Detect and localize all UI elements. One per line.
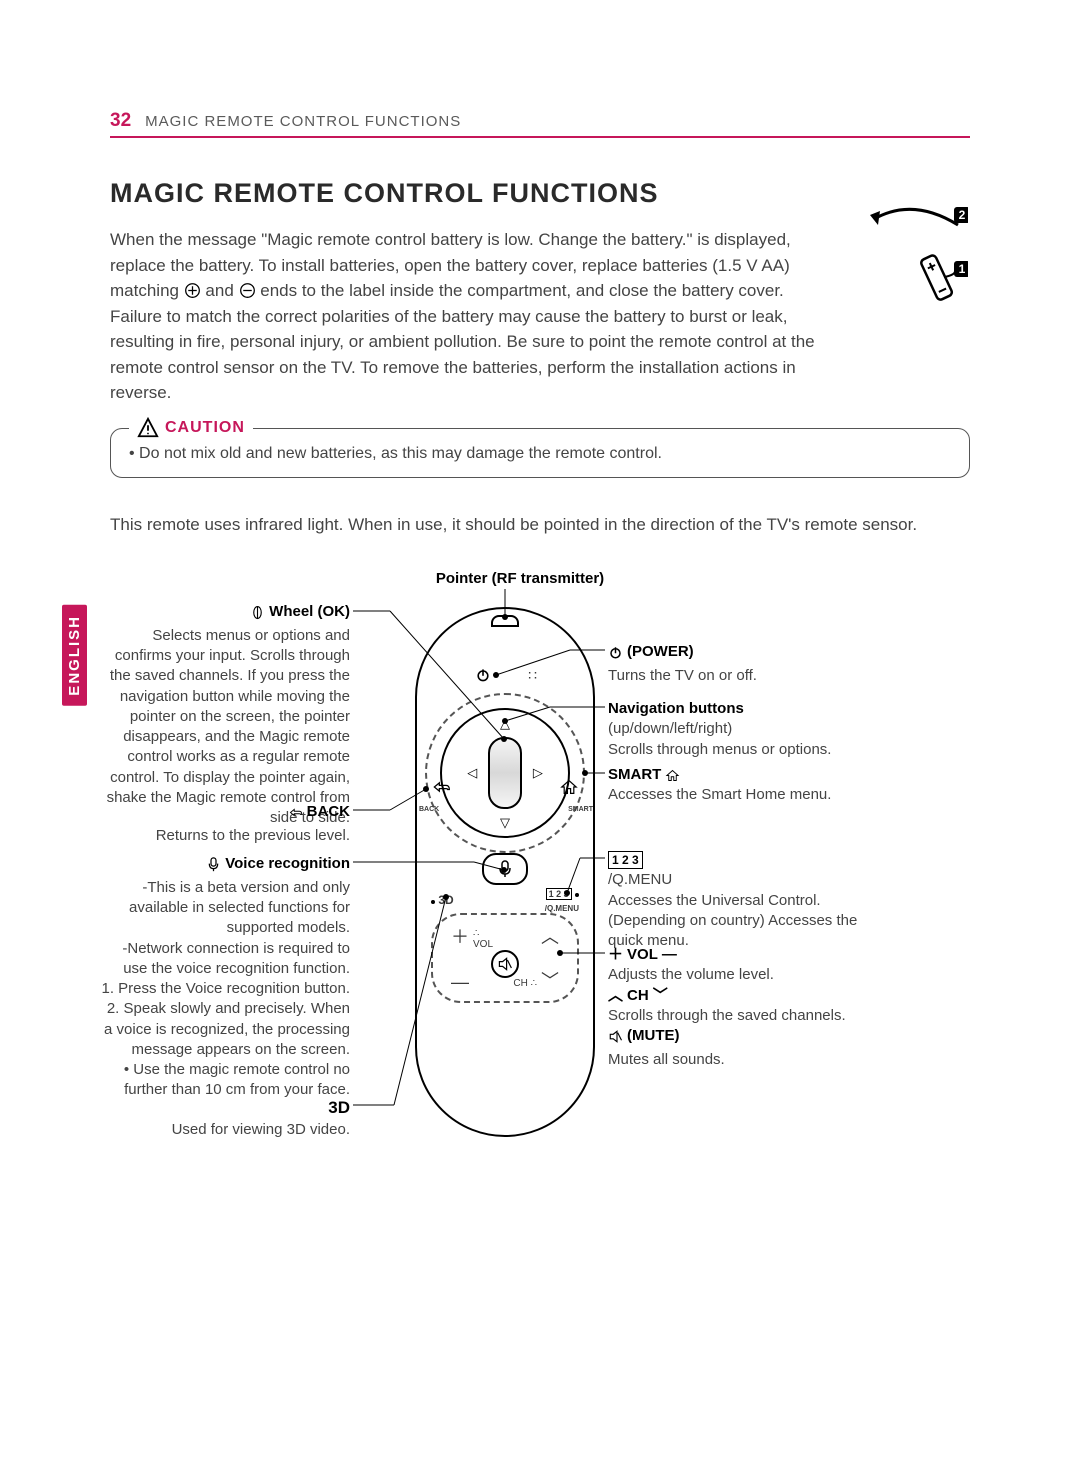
smart-label: SMART <box>568 806 593 813</box>
power-icon <box>608 645 623 660</box>
minus-circle-icon <box>239 282 256 299</box>
callout-ch-body: Scrolls through the saved channels. <box>608 1007 846 1024</box>
caution-box: CAUTION • Do not mix old and new batteri… <box>110 428 970 478</box>
callout-pointer: Pointer (RF transmitter) <box>410 569 630 589</box>
badge-2: 2 <box>959 208 966 222</box>
callout-wheel-body: Selects menus or options and confirms yo… <box>107 627 350 826</box>
back-icon <box>431 779 451 795</box>
chevron-up-icon: ︿ <box>541 923 559 949</box>
smart-button <box>553 779 585 805</box>
plus-icon: ＋ <box>451 923 469 949</box>
minus-icon: — <box>451 972 469 993</box>
callout-voice-body: -This is a beta version and only availab… <box>102 879 351 1099</box>
callout-vol-ch-mute: ＋ VOL — Adjusts the volume level. ︿ CH ﹀… <box>608 945 908 1070</box>
wheel-button <box>488 737 522 809</box>
remote-diagram: ∷ △ ▽ ◁ ▷ BACK SMART 3D 1 2 3 <box>110 567 970 1177</box>
page-number: 32 <box>110 110 131 132</box>
3d-label: 3D <box>438 893 453 907</box>
callout-power-body: Turns the TV on or off. <box>608 667 757 684</box>
callout-mute-body: Mutes all sounds. <box>608 1051 725 1068</box>
mute-icon <box>608 1029 623 1044</box>
nav-up-icon: △ <box>500 716 510 732</box>
battery-diagram: 2 1 <box>858 203 968 323</box>
caution-title: CAUTION <box>165 419 245 437</box>
back-label: BACK <box>419 806 439 813</box>
callout-nav: Navigation buttons (up/down/left/right) … <box>608 699 888 760</box>
mic-icon <box>206 857 221 872</box>
nav-right-icon: ▷ <box>533 765 543 781</box>
warning-icon <box>137 417 159 439</box>
vol-label: VOL <box>473 939 493 950</box>
callout-smart-body: Accesses the Smart Home menu. <box>608 786 831 803</box>
remote-outline: ∷ △ ▽ ◁ ▷ BACK SMART 3D 1 2 3 <box>415 607 595 1137</box>
manual-page: 32 MAGIC REMOTE CONTROL FUNCTIONS MAGIC … <box>0 0 1080 1237</box>
dot-icon <box>431 900 435 904</box>
mute-button <box>491 950 519 978</box>
callout-3d-body: Used for viewing 3D video. <box>172 1121 350 1138</box>
home-icon <box>559 779 579 795</box>
callout-wheel: Wheel (OK) Selects menus or options and … <box>100 602 350 828</box>
callout-smart: SMART Accesses the Smart Home menu. <box>608 765 888 806</box>
page-title: MAGIC REMOTE CONTROL FUNCTIONS <box>110 178 970 209</box>
callout-back: BACK Returns to the previous level. <box>130 802 350 846</box>
callout-3d: 3D Used for viewing 3D video. <box>160 1097 350 1140</box>
callout-voice: Voice recognition -This is a beta versio… <box>100 854 350 1101</box>
plus-circle-icon <box>184 282 201 299</box>
caution-body: • Do not mix old and new batteries, as t… <box>129 445 951 463</box>
intro-text: When the message "Magic remote control b… <box>110 227 830 406</box>
callout-qmenu-title: /Q.MENU <box>608 871 672 888</box>
rocker-zone: ＋ — ∴VOL CH ∴ ︿ ﹀ <box>431 913 579 1003</box>
callout-qmenu-body: Accesses the Universal Control. (Dependi… <box>608 892 857 950</box>
callout-back-body: Returns to the previous level. <box>156 827 350 844</box>
mute-icon <box>497 956 513 972</box>
wheel-icon <box>250 605 265 620</box>
back-icon <box>288 805 303 820</box>
top-icon-row: ∷ <box>475 667 535 684</box>
page-header: 32 MAGIC REMOTE CONTROL FUNCTIONS <box>110 110 970 138</box>
nav-down-icon: ▽ <box>500 815 510 831</box>
row-3d-qmenu: 3D 1 2 3 /Q.MENU <box>431 885 579 915</box>
chevron-down-icon: ﹀ <box>541 967 559 993</box>
callout-vol-body: Adjusts the volume level. <box>608 966 774 983</box>
badge-1: 1 <box>959 262 966 276</box>
header-title: MAGIC REMOTE CONTROL FUNCTIONS <box>145 113 461 130</box>
home-icon <box>665 768 680 783</box>
intro-p2: and <box>201 281 239 300</box>
mic-button <box>482 853 528 885</box>
nav-left-icon: ◁ <box>467 765 477 781</box>
power-icon <box>475 667 491 683</box>
callout-power: (POWER) Turns the TV on or off. <box>608 642 858 686</box>
mute-column: ∴VOL CH ∴ <box>487 915 523 1001</box>
qmenu-label: /Q.MENU <box>545 904 579 913</box>
callout-nav-body: Scrolls through menus or options. <box>608 741 831 758</box>
mic-icon <box>498 860 512 878</box>
language-tab: ENGLISH <box>62 605 87 706</box>
ch-rocker: ︿ ﹀ <box>523 915 577 1001</box>
callout-qmenu: 1 2 3 /Q.MENU Accesses the Universal Con… <box>608 850 888 951</box>
back-button <box>425 779 457 805</box>
dot-icon <box>575 893 579 897</box>
rf-transmitter <box>491 615 519 627</box>
caution-label: CAUTION <box>129 417 253 439</box>
qmenu-nums: 1 2 3 <box>546 888 572 900</box>
dots-icon: ∷ <box>528 667 535 684</box>
infrared-note: This remote uses infrared light. When in… <box>110 512 970 538</box>
callout-nav-sub: (up/down/left/right) <box>608 720 732 737</box>
